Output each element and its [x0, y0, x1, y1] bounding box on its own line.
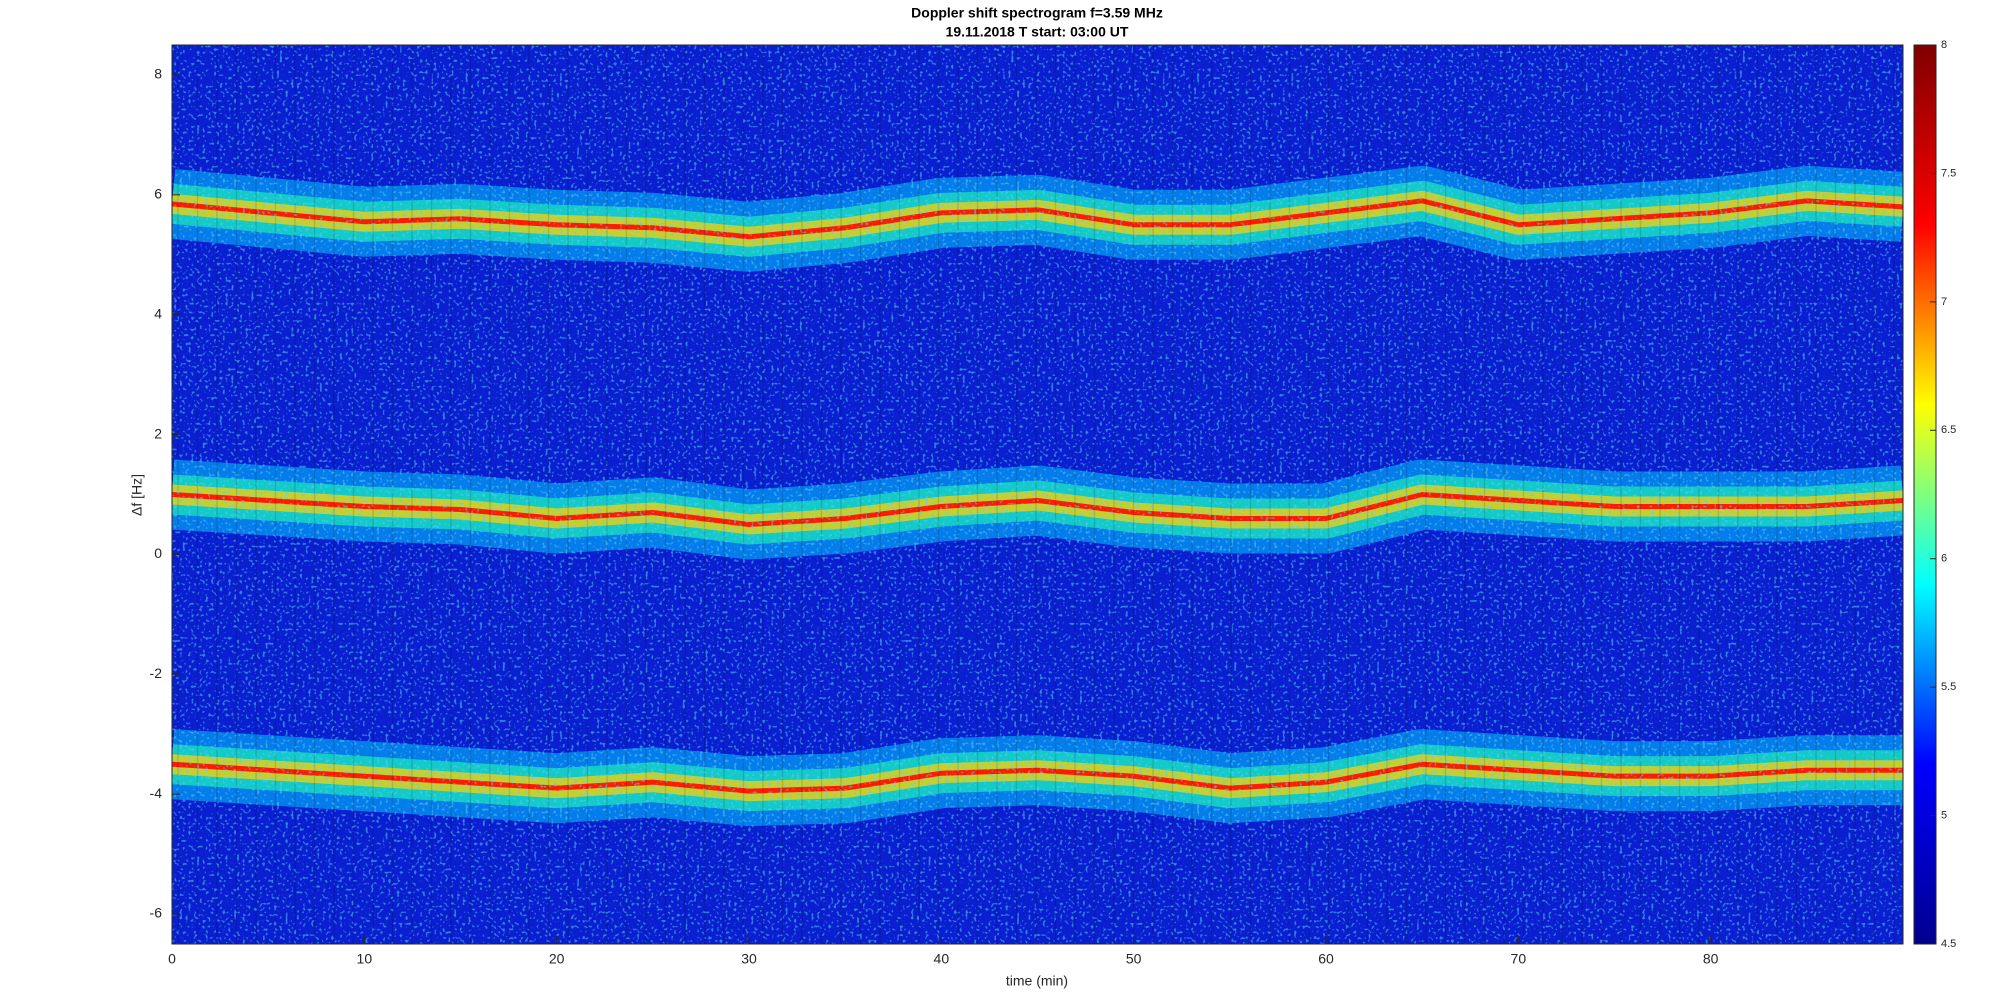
y-tick-label: 2: [154, 425, 162, 441]
x-tick-label: 30: [741, 951, 757, 967]
colorbar-tick-label: 6: [1941, 553, 1947, 565]
y-tick-label: -4: [150, 785, 163, 801]
colorbar-tick-label: 5.5: [1941, 681, 1956, 693]
x-tick-label: 10: [357, 951, 373, 967]
x-tick-label: 60: [1318, 951, 1334, 967]
y-tick-label: -2: [150, 665, 163, 681]
axes-box: [171, 44, 1904, 945]
y-tick-label: 4: [154, 305, 162, 321]
colorbar-tick-label: 7.5: [1941, 167, 1956, 179]
y-axis-label: Δf [Hz]: [129, 474, 145, 516]
chart-subtitle: 19.11.2018 T start: 03:00 UT: [946, 24, 1129, 40]
y-tick-label: 8: [154, 66, 162, 82]
colorbar-tick-label: 7: [1941, 296, 1947, 308]
colorbar-tick-label: 5: [1941, 809, 1947, 821]
y-tick-label: 6: [154, 186, 162, 202]
noise-texture: [172, 45, 1903, 944]
y-tick-label: -6: [150, 905, 163, 921]
colorbar-tick-label: 4.5: [1941, 938, 1956, 950]
x-tick-label: 80: [1703, 951, 1719, 967]
colorbar-tick-label: 8: [1941, 39, 1947, 51]
x-tick-label: 40: [934, 951, 950, 967]
y-tick-label: 0: [154, 545, 162, 561]
x-tick-label: 20: [549, 951, 565, 967]
chart-title: Doppler shift spectrogram f=3.59 MHz: [911, 5, 1163, 21]
x-tick-label: 0: [168, 951, 176, 967]
colorbar-tick-label: 6.5: [1941, 424, 1956, 436]
colorbar: [1913, 44, 1937, 945]
x-tick-label: 70: [1511, 951, 1527, 967]
x-axis-label: time (min): [1006, 973, 1068, 989]
x-tick-label: 50: [1126, 951, 1142, 967]
